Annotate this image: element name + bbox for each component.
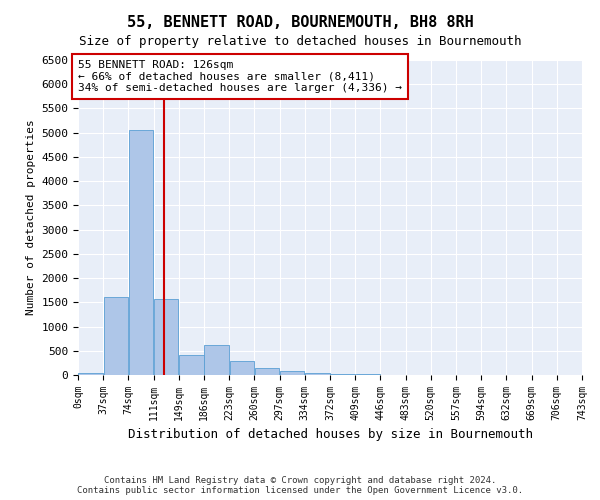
Bar (79, 372, 103, 375)
Bar (104, 298, 128, 375)
Text: Size of property relative to detached houses in Bournemouth: Size of property relative to detached ho… (79, 35, 521, 48)
Bar (230, 362, 254, 375)
X-axis label: Distribution of detached houses by size in Bournemouth: Distribution of detached houses by size … (128, 428, 533, 442)
Bar (154, 300, 178, 375)
Text: 55 BENNETT ROAD: 126sqm
← 66% of detached houses are smaller (8,411)
34% of semi: 55 BENNETT ROAD: 126sqm ← 66% of detache… (78, 60, 402, 93)
Text: Contains HM Land Registry data © Crown copyright and database right 2024.
Contai: Contains HM Land Registry data © Crown c… (77, 476, 523, 495)
Bar (356, 374, 380, 375)
Bar (129, 130, 153, 375)
Text: 55, BENNETT ROAD, BOURNEMOUTH, BH8 8RH: 55, BENNETT ROAD, BOURNEMOUTH, BH8 8RH (127, 15, 473, 30)
Bar (305, 372, 329, 375)
Bar (255, 368, 279, 375)
Bar (280, 370, 304, 375)
Bar (205, 345, 229, 375)
Y-axis label: Number of detached properties: Number of detached properties (26, 120, 36, 316)
Bar (179, 354, 203, 375)
Bar (331, 374, 355, 375)
